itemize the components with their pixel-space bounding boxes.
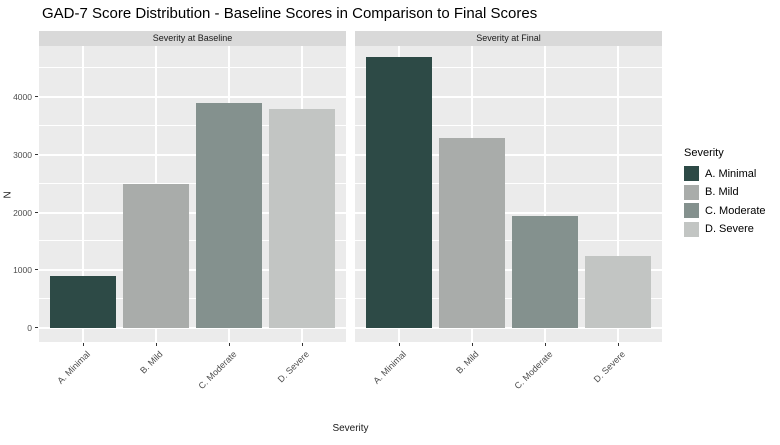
gridline-vertical — [617, 46, 619, 342]
gridline-minor — [355, 182, 662, 184]
x-axis-baseline: A. Minimal B. Mild C. Moderate D. Severe — [39, 342, 346, 420]
x-tick-label: B. Mild — [454, 349, 482, 376]
y-tick-label: 3000 — [13, 149, 32, 160]
gridline-major — [355, 269, 662, 272]
legend-swatch-c-moderate — [684, 203, 699, 218]
y-axis: 0 1000 2000 3000 4000 — [0, 46, 39, 342]
gridline-minor — [39, 298, 346, 300]
legend-item: D. Severe — [684, 221, 780, 237]
x-tick-mark — [229, 343, 231, 346]
y-tick-label: 2000 — [13, 207, 32, 218]
legend-label: C. Moderate — [705, 204, 766, 217]
bar-d-severe — [585, 255, 652, 328]
legend-title: Severity — [684, 147, 724, 159]
y-tick-label: 1000 — [13, 265, 32, 276]
gridline-major — [355, 96, 662, 99]
bar-a-minimal — [365, 56, 432, 328]
legend-swatch-a-minimal — [684, 166, 699, 181]
legend-item: C. Moderate — [684, 203, 780, 218]
legend: Severity A. Minimal B. Mild C. Moderate D. … — [684, 147, 780, 240]
x-tick-label: C. Moderate — [196, 349, 239, 392]
facet-final: Severity at Final A. Minimal B. Mild C. Mo… — [355, 31, 662, 420]
legend-items: A. Minimal B. Mild C. Moderate D. Severe — [684, 166, 780, 237]
gridline-major — [39, 96, 346, 99]
chart-title: GAD-7 Score Distribution - Baseline Scor… — [42, 5, 538, 22]
gridline-minor — [355, 67, 662, 69]
x-tick-label: C. Moderate — [512, 349, 555, 392]
gridline-major — [39, 211, 346, 214]
legend-label: B. Mild — [705, 186, 739, 198]
gridline-minor — [355, 240, 662, 242]
x-tick-mark — [545, 343, 547, 346]
y-tick-mark — [35, 327, 38, 328]
gridline-major — [39, 269, 346, 272]
gridline-minor — [39, 67, 346, 69]
bar-c-moderate — [512, 215, 579, 328]
panel-baseline — [39, 46, 346, 342]
bar-d-severe — [269, 108, 336, 328]
gridline-minor — [355, 298, 662, 300]
x-tick-mark — [618, 343, 620, 346]
facet-strip-label: Severity at Baseline — [152, 33, 233, 43]
gridline-major — [355, 327, 662, 329]
facet-strip-baseline: Severity at Baseline — [39, 31, 346, 46]
legend-item: A. Minimal — [684, 166, 780, 181]
x-tick-label: D. Severe — [591, 349, 628, 385]
legend-label: D. Severe — [705, 223, 754, 235]
gridline-minor — [39, 125, 346, 127]
facet-strip-label: Severity at Final — [476, 33, 541, 43]
x-tick-mark — [82, 343, 84, 346]
gridline-major — [355, 211, 662, 214]
bar-b-mild — [122, 183, 189, 328]
x-tick-mark — [398, 343, 400, 346]
gridline-minor — [39, 182, 346, 184]
y-tick-mark — [35, 96, 38, 98]
gridline-vertical — [82, 46, 84, 342]
legend-swatch-d-severe — [684, 221, 699, 237]
facet-baseline: Severity at Baseline A. Minimal B. Mild C.… — [39, 31, 346, 420]
legend-swatch-b-mild — [684, 184, 699, 200]
y-tick-label: 0 — [27, 323, 32, 333]
x-tick-mark — [471, 343, 473, 346]
x-tick-label: A. Minimal — [371, 349, 408, 386]
panel-final — [355, 46, 662, 342]
gridline-major — [39, 153, 346, 156]
x-axis-title: Severity — [332, 423, 369, 434]
x-tick-mark — [302, 343, 304, 346]
gridline-minor — [39, 240, 346, 242]
gridline-vertical — [544, 46, 546, 342]
x-tick-label: A. Minimal — [55, 349, 92, 386]
x-tick-label: D. Severe — [275, 349, 312, 385]
bar-a-minimal — [49, 276, 116, 328]
y-tick-mark — [35, 211, 38, 213]
gridline-major — [355, 153, 662, 156]
bar-b-mild — [438, 137, 505, 328]
gridline-major — [39, 327, 346, 329]
bar-c-moderate — [196, 102, 263, 328]
x-axis-final: A. Minimal B. Mild C. Moderate D. Severe — [355, 342, 662, 420]
legend-item: B. Mild — [684, 184, 780, 200]
x-tick-mark — [155, 343, 157, 346]
facet-strip-final: Severity at Final — [355, 31, 662, 46]
y-tick-mark — [35, 269, 38, 271]
legend-label: A. Minimal — [705, 167, 757, 180]
x-tick-label: B. Mild — [138, 349, 166, 376]
gridline-minor — [355, 125, 662, 127]
y-tick-mark — [35, 153, 38, 155]
y-tick-label: 4000 — [13, 92, 32, 103]
